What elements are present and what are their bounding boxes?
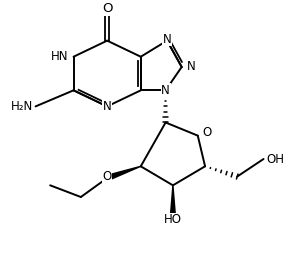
Text: O: O — [103, 170, 112, 183]
Text: O: O — [202, 126, 211, 139]
Text: N: N — [161, 84, 170, 97]
Text: O: O — [102, 2, 112, 15]
Text: N: N — [163, 33, 172, 46]
Text: N: N — [103, 100, 111, 113]
Polygon shape — [106, 166, 141, 181]
Text: H₂N: H₂N — [10, 100, 33, 113]
Text: OH: OH — [266, 153, 284, 166]
Text: HN: HN — [51, 50, 68, 63]
Text: HO: HO — [164, 213, 182, 226]
Text: N: N — [187, 60, 196, 73]
Polygon shape — [170, 185, 175, 217]
